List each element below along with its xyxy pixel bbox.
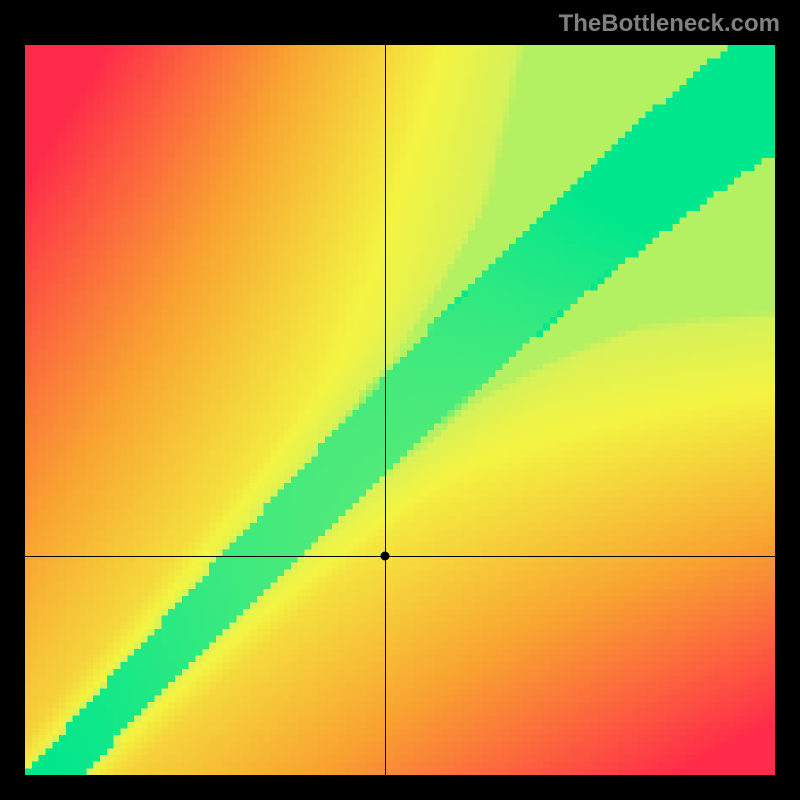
crosshair-vertical xyxy=(385,45,386,775)
selection-marker xyxy=(381,552,390,561)
bottleneck-heatmap xyxy=(25,45,775,775)
crosshair-horizontal xyxy=(25,556,775,557)
heatmap-canvas xyxy=(25,45,775,775)
watermark-text: TheBottleneck.com xyxy=(559,10,780,38)
